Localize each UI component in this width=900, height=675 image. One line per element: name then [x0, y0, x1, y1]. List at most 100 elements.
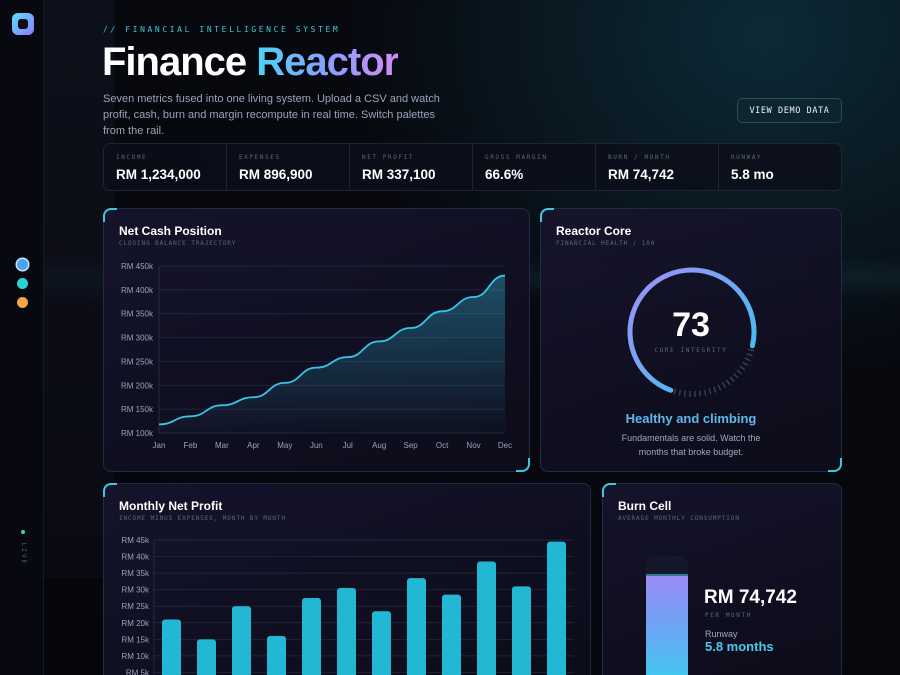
gauge-caption: CORE INTEGRITY [654, 347, 728, 354]
burn-tube-fill [646, 575, 688, 675]
reactor-core-card: Reactor Core FINANCIAL HEALTH / 100 73 C… [540, 208, 842, 472]
profit-bar [302, 597, 321, 675]
gauge-tick [733, 373, 739, 379]
page-subtitle: Seven metrics fused into one living syst… [103, 93, 440, 137]
x-tick-label: Jul [343, 441, 353, 450]
page-title: Finance Reactor [102, 40, 399, 85]
card-title: Reactor Core [556, 224, 632, 238]
x-tick-label: Oct [436, 441, 449, 450]
card-title: Net Cash Position [119, 224, 222, 238]
stat-net-profit: NET PROFIT RM 337,100 [350, 144, 473, 190]
x-tick-label: Dec [498, 441, 512, 450]
rail-panel [44, 0, 114, 578]
y-tick-label: RM 250k [121, 357, 154, 366]
stat-income: INCOME RM 1,234,000 [104, 144, 227, 190]
profit-bar [232, 606, 251, 675]
profit-bar [407, 578, 426, 675]
burn-cell-card: Burn Cell AVERAGE MONTHLY CONSUMPTION RM… [602, 483, 842, 675]
x-tick-label: Jan [153, 441, 166, 450]
y-tick-label: RM 15k [121, 635, 150, 644]
net-cash-card: Net Cash Position CLOSING BALANCE TRAJEC… [103, 208, 530, 472]
burn-amount: RM 74,742 [704, 587, 797, 608]
y-tick-label: RM 25k [121, 602, 150, 611]
x-tick-label: Nov [466, 441, 480, 450]
cash-area [159, 275, 505, 433]
gauge-tick [678, 389, 682, 396]
health-status-text: Fundamentals are solid. Watch the months… [621, 433, 761, 457]
gauge-tick [698, 390, 702, 397]
gauge-tick [748, 348, 755, 352]
card-title: Burn Cell [618, 499, 672, 513]
x-tick-label: Mar [215, 441, 229, 450]
gauge-tick [673, 388, 677, 395]
y-tick-label: RM 20k [121, 619, 150, 628]
gauge-tick [739, 365, 746, 371]
card-title: Monthly Net Profit [119, 499, 223, 513]
runway-value: 5.8 months [705, 639, 774, 654]
gauge-tick [746, 352, 753, 357]
title-accent: Reactor [256, 40, 399, 84]
palette-blue-button[interactable] [17, 259, 28, 270]
stat-value: RM 74,742 [608, 167, 675, 182]
y-tick-label: RM 450k [121, 262, 154, 271]
stat-gross-margin: GROSS MARGIN 66.6% [473, 144, 596, 190]
gauge-tick [717, 384, 722, 391]
burn-unit: PER MONTH [705, 612, 752, 619]
profit-bar [337, 588, 356, 675]
y-tick-label: RM 30k [121, 586, 150, 595]
title-main: Finance [102, 40, 247, 84]
x-tick-label: Apr [247, 441, 260, 450]
monthly-profit-card: Monthly Net Profit INCOME MINUS EXPENSES… [103, 483, 591, 675]
x-tick-label: Jun [310, 441, 323, 450]
gauge-tick [703, 389, 707, 396]
y-tick-label: RM 10k [121, 652, 150, 661]
palette-amber-button[interactable] [17, 297, 28, 308]
stat-label: NET PROFIT [362, 154, 415, 161]
health-score: 73 [672, 306, 710, 344]
stat-label: EXPENSES [239, 154, 281, 161]
gauge-tick [729, 376, 735, 382]
profit-bar [372, 611, 391, 675]
runway-label: Runway [705, 629, 738, 639]
y-tick-label: RM 45k [121, 536, 150, 545]
y-tick-label: RM 5k [126, 668, 150, 675]
gauge-arc [627, 267, 757, 393]
stat-label: RUNWAY [731, 154, 763, 161]
monthly-profit-chart: RM 5k RM 10k RM 15k RM 20k RM 25k RM 30k RM 35… [121, 536, 574, 675]
live-dot-icon [21, 530, 25, 534]
stat-value: 5.8 mo [731, 167, 774, 182]
gauge-tick [744, 357, 751, 362]
burn-tube [646, 556, 688, 675]
stat-value: RM 1,234,000 [116, 167, 201, 182]
y-tick-label: RM 300k [121, 334, 154, 343]
x-tick-label: May [277, 441, 292, 450]
gauge-tick [721, 382, 727, 389]
card-subtitle: FINANCIAL HEALTH / 100 [556, 240, 656, 247]
stat-label: INCOME [116, 154, 148, 161]
profit-bar [547, 541, 566, 675]
live-label: LIVE [20, 542, 27, 566]
profit-bar [162, 619, 181, 675]
y-tick-label: RM 150k [121, 405, 154, 414]
profit-bar [267, 636, 286, 675]
profit-bar [197, 639, 216, 675]
y-tick-label: RM 350k [121, 310, 154, 319]
stat-value: 66.6% [485, 167, 524, 182]
health-status-title: Healthy and climbing [625, 411, 757, 426]
live-indicator: LIVE [17, 530, 27, 565]
stat-label: GROSS MARGIN [485, 154, 548, 161]
stat-runway: RUNWAY 5.8 mo [719, 144, 841, 190]
palette-cyan-button[interactable] [17, 278, 28, 289]
profit-bar [512, 586, 531, 675]
view-demo-data-button[interactable]: VIEW DEMO DATA [737, 98, 842, 123]
stats-strip: INCOME RM 1,234,000 EXPENSES RM 896,900 … [103, 143, 842, 191]
stat-value: RM 896,900 [239, 167, 313, 182]
gauge-tick [742, 361, 749, 366]
app-logo-icon[interactable] [12, 13, 34, 35]
y-tick-label: RM 400k [121, 286, 154, 295]
stat-expenses: EXPENSES RM 896,900 [227, 144, 350, 190]
y-tick-label: RM 200k [121, 381, 154, 390]
y-tick-label: RM 40k [121, 553, 150, 562]
card-subtitle: AVERAGE MONTHLY CONSUMPTION [618, 515, 740, 522]
x-tick-label: Feb [184, 441, 198, 450]
